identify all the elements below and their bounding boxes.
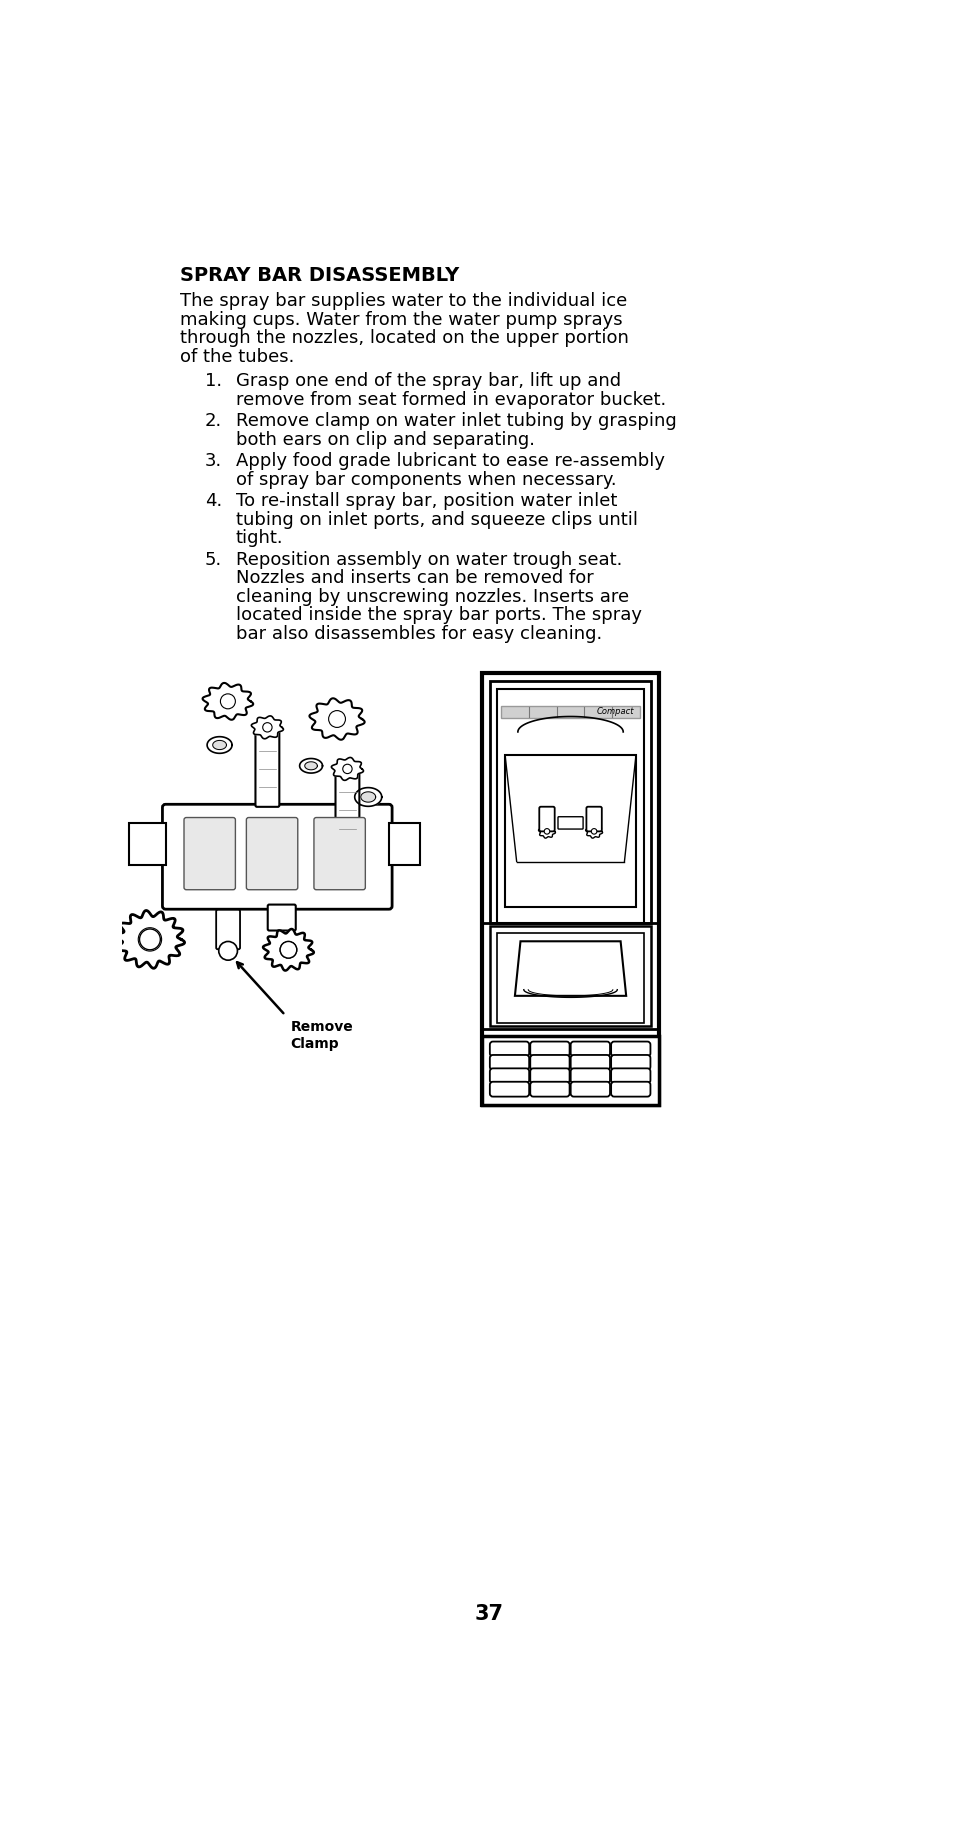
- Polygon shape: [202, 683, 253, 720]
- FancyBboxPatch shape: [570, 1081, 609, 1096]
- Polygon shape: [360, 792, 375, 803]
- FancyBboxPatch shape: [611, 1081, 650, 1096]
- FancyBboxPatch shape: [335, 773, 359, 849]
- Text: located inside the spray bar ports. The spray: located inside the spray bar ports. The …: [235, 607, 641, 624]
- Circle shape: [280, 941, 296, 958]
- FancyBboxPatch shape: [530, 1055, 569, 1070]
- Text: 5.: 5.: [205, 552, 222, 568]
- Text: 37: 37: [474, 1603, 503, 1624]
- Circle shape: [220, 694, 235, 708]
- Polygon shape: [537, 825, 555, 838]
- Polygon shape: [389, 823, 419, 865]
- Text: Nozzles and inserts can be removed for: Nozzles and inserts can be removed for: [235, 570, 593, 587]
- FancyBboxPatch shape: [268, 904, 295, 930]
- Text: of spray bar components when necessary.: of spray bar components when necessary.: [235, 470, 616, 489]
- FancyBboxPatch shape: [481, 1035, 659, 1105]
- FancyBboxPatch shape: [570, 1042, 609, 1057]
- FancyBboxPatch shape: [489, 1042, 529, 1057]
- Polygon shape: [355, 788, 381, 806]
- FancyBboxPatch shape: [530, 1068, 569, 1083]
- FancyBboxPatch shape: [255, 731, 279, 806]
- Text: bar also disassembles for easy cleaning.: bar also disassembles for easy cleaning.: [235, 625, 601, 642]
- FancyBboxPatch shape: [586, 806, 601, 832]
- FancyBboxPatch shape: [611, 1055, 650, 1070]
- Polygon shape: [251, 716, 283, 738]
- FancyBboxPatch shape: [611, 1042, 650, 1057]
- Text: Grasp one end of the spray bar, lift up and: Grasp one end of the spray bar, lift up …: [235, 373, 620, 391]
- FancyBboxPatch shape: [530, 1042, 569, 1057]
- Polygon shape: [207, 736, 232, 753]
- Text: 1.: 1.: [205, 373, 222, 391]
- Text: The spray bar supplies water to the individual ice: The spray bar supplies water to the indi…: [180, 292, 627, 310]
- FancyBboxPatch shape: [611, 1068, 650, 1083]
- Text: SPRAY BAR DISASSEMBLY: SPRAY BAR DISASSEMBLY: [180, 266, 459, 286]
- Circle shape: [139, 930, 160, 950]
- Circle shape: [543, 828, 549, 834]
- Polygon shape: [299, 758, 322, 773]
- Circle shape: [218, 941, 237, 959]
- Text: Apply food grade lubricant to ease re-assembly: Apply food grade lubricant to ease re-as…: [235, 452, 664, 470]
- FancyBboxPatch shape: [489, 681, 651, 922]
- FancyBboxPatch shape: [489, 1081, 529, 1096]
- Text: cleaning by unscrewing nozzles. Inserts are: cleaning by unscrewing nozzles. Inserts …: [235, 589, 628, 605]
- FancyBboxPatch shape: [489, 1055, 529, 1070]
- Circle shape: [280, 941, 296, 958]
- Polygon shape: [304, 762, 317, 769]
- Text: 4.: 4.: [205, 493, 222, 511]
- FancyBboxPatch shape: [489, 926, 651, 1026]
- Polygon shape: [115, 910, 184, 969]
- FancyBboxPatch shape: [497, 932, 643, 1022]
- Text: Reposition assembly on water trough seat.: Reposition assembly on water trough seat…: [235, 552, 621, 568]
- FancyBboxPatch shape: [504, 755, 636, 908]
- Circle shape: [262, 723, 272, 732]
- Polygon shape: [585, 825, 602, 838]
- FancyBboxPatch shape: [216, 910, 240, 948]
- Polygon shape: [129, 823, 166, 865]
- FancyBboxPatch shape: [500, 707, 639, 718]
- Text: both ears on clip and separating.: both ears on clip and separating.: [235, 432, 534, 448]
- Polygon shape: [263, 930, 314, 970]
- Circle shape: [342, 764, 352, 773]
- Text: 2.: 2.: [205, 413, 222, 430]
- Text: of the tubes.: of the tubes.: [180, 347, 294, 365]
- Polygon shape: [213, 740, 226, 749]
- Text: 3.: 3.: [205, 452, 222, 470]
- Text: remove from seat formed in evaporator bucket.: remove from seat formed in evaporator bu…: [235, 391, 665, 410]
- FancyBboxPatch shape: [481, 673, 659, 1105]
- Polygon shape: [515, 941, 625, 996]
- FancyBboxPatch shape: [558, 817, 582, 828]
- Text: Compact: Compact: [596, 707, 633, 716]
- FancyBboxPatch shape: [314, 817, 365, 889]
- FancyBboxPatch shape: [570, 1068, 609, 1083]
- FancyBboxPatch shape: [489, 1068, 529, 1083]
- Text: through the nozzles, located on the upper portion: through the nozzles, located on the uppe…: [180, 328, 628, 347]
- Polygon shape: [309, 697, 364, 740]
- Circle shape: [328, 710, 345, 727]
- FancyBboxPatch shape: [246, 817, 297, 889]
- Circle shape: [138, 928, 161, 950]
- Text: making cups. Water from the water pump sprays: making cups. Water from the water pump s…: [180, 310, 622, 328]
- FancyBboxPatch shape: [497, 688, 643, 922]
- FancyBboxPatch shape: [570, 1055, 609, 1070]
- Circle shape: [591, 828, 597, 834]
- Text: To re-install spray bar, position water inlet: To re-install spray bar, position water …: [235, 493, 617, 511]
- Text: Remove clamp on water inlet tubing by grasping: Remove clamp on water inlet tubing by gr…: [235, 413, 676, 430]
- FancyBboxPatch shape: [538, 806, 554, 832]
- Text: Remove
Clamp: Remove Clamp: [290, 1020, 353, 1050]
- FancyBboxPatch shape: [162, 804, 392, 910]
- FancyBboxPatch shape: [530, 1081, 569, 1096]
- Text: tubing on inlet ports, and squeeze clips until: tubing on inlet ports, and squeeze clips…: [235, 511, 637, 530]
- Polygon shape: [331, 758, 363, 780]
- Text: tight.: tight.: [235, 530, 283, 548]
- FancyBboxPatch shape: [184, 817, 235, 889]
